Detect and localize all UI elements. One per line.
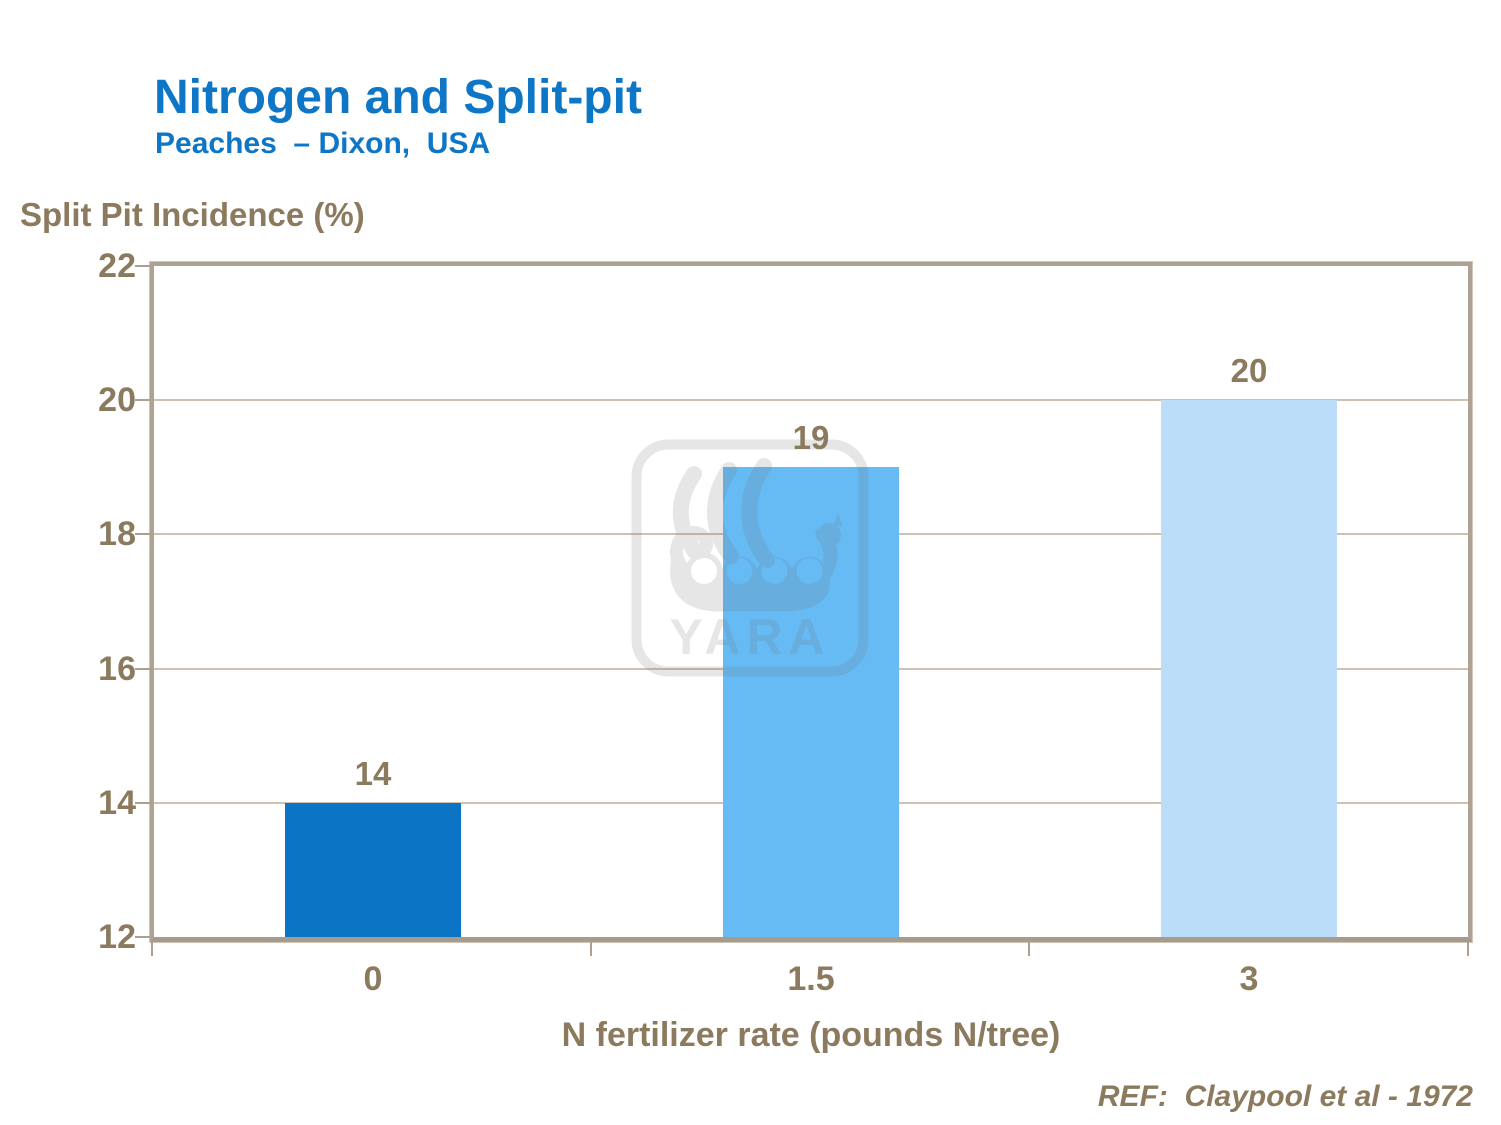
x-category-label-1.5: 1.5 <box>787 960 835 998</box>
y-tick-mark-18 <box>135 533 151 536</box>
chart-title: Nitrogen and Split-pit <box>154 71 642 124</box>
y-tick-label-20: 20 <box>98 381 136 420</box>
reference-text: REF: Claypool et al - 1972 <box>1097 1080 1473 1113</box>
bar-value-label-0: 14 <box>354 754 392 792</box>
y-tick-mark-14 <box>135 801 151 804</box>
y-tick-mark-12 <box>135 936 151 938</box>
y-axis-title: Split Pit Incidence (%) <box>20 196 365 233</box>
y-tick-label-14: 14 <box>98 783 136 822</box>
x-category-label-0: 0 <box>363 960 383 998</box>
bar-value-label-3: 20 <box>1230 352 1268 390</box>
bar-1.5 <box>723 467 899 937</box>
bar-value-label-1.5: 19 <box>792 419 830 457</box>
chart-subtitle: Peaches – Dixon, USA <box>155 127 491 160</box>
x-tick-mark-2 <box>1028 942 1031 956</box>
bar-3 <box>1161 400 1337 937</box>
bar-0 <box>285 802 461 937</box>
y-tick-label-16: 16 <box>98 649 136 688</box>
x-tick-mark-1 <box>589 942 592 956</box>
y-tick-mark-20 <box>135 399 151 402</box>
x-tick-mark-3 <box>1467 942 1469 956</box>
y-tick-mark-16 <box>135 667 151 670</box>
x-tick-mark-0 <box>151 942 153 956</box>
x-category-label-3: 3 <box>1239 960 1259 998</box>
y-tick-label-18: 18 <box>98 515 136 554</box>
x-axis-title: N fertilizer rate (pounds N/tree) <box>561 1016 1061 1054</box>
gridline-20 <box>154 399 1468 402</box>
y-tick-mark-22 <box>135 265 151 267</box>
y-tick-label-22: 22 <box>98 247 136 285</box>
y-tick-label-12: 12 <box>98 918 136 956</box>
